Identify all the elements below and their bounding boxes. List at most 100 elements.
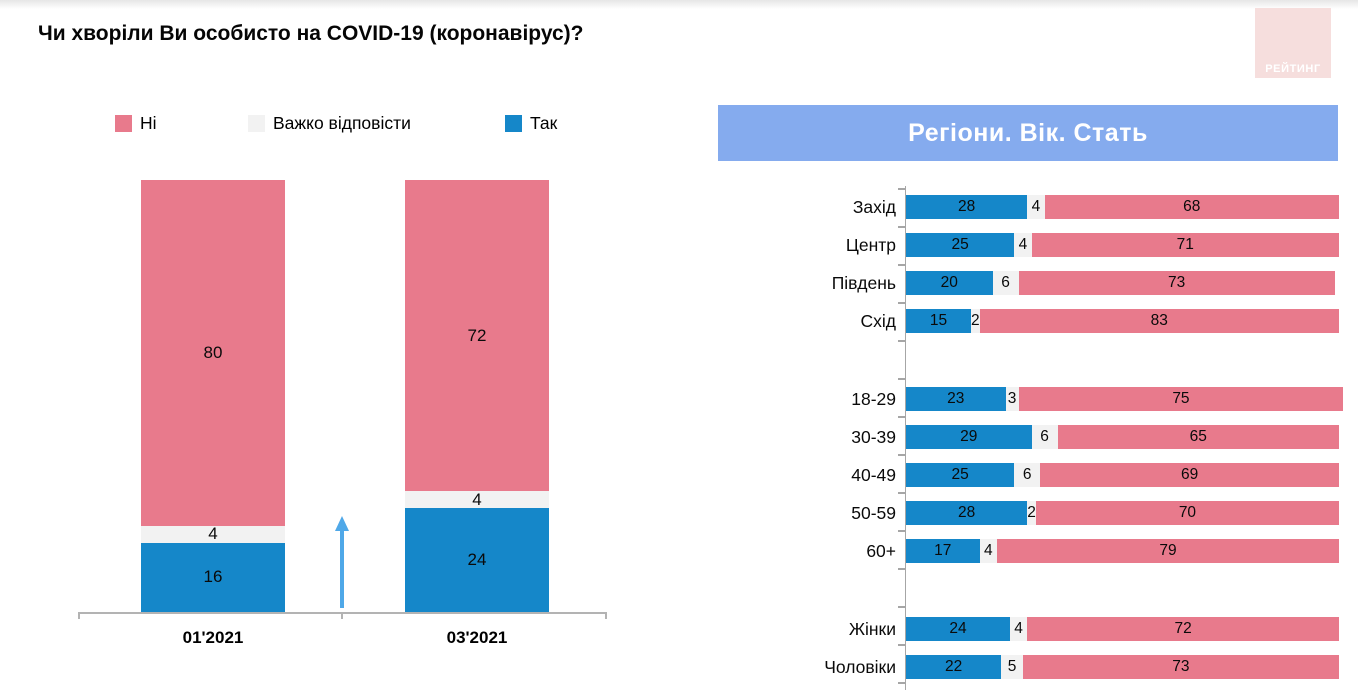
legend-item-no: Ні <box>115 112 157 134</box>
category-axis-tick <box>898 340 905 342</box>
right-chart-title: Регіони. Вік. Стать <box>908 118 1148 147</box>
segment-value-label: 17 <box>934 542 952 559</box>
segment-value-label: 28 <box>957 504 976 521</box>
bar-segment-dk: 5 <box>1001 655 1023 679</box>
segment-value-label: 5 <box>1007 658 1017 675</box>
row-label: Південь <box>831 273 896 293</box>
logo-text: РЕЙТИНГ <box>1265 63 1321 75</box>
category-axis-tick <box>898 302 905 304</box>
legend-label-dk: Важко відповісти <box>273 112 411 133</box>
bar-segment-no: 68 <box>1044 195 1339 219</box>
bar-segment-dk: 4 <box>979 539 997 563</box>
row-label: Захід <box>852 197 896 217</box>
column-segment-dk: 4 <box>141 524 285 544</box>
segment-value-label: 4 <box>1018 236 1028 253</box>
bar-segment-no: 73 <box>1018 271 1335 295</box>
bar-row-30-39: 30-39 29 6 65 <box>851 425 1339 449</box>
bar-segment-no: 69 <box>1040 463 1339 487</box>
segment-value-label: 4 <box>472 489 482 509</box>
x-axis-category-label: 01'2021 <box>182 628 244 647</box>
bar-segment-yes: 22 <box>906 655 1002 679</box>
segment-value-label: 3 <box>1007 390 1017 407</box>
page-title: Чи хворіли Ви особисто на COVID-19 (коро… <box>38 22 584 45</box>
bar-segment-dk: 6 <box>1014 463 1041 487</box>
category-axis-tick <box>898 682 905 684</box>
segment-value-label: 70 <box>1178 504 1197 521</box>
x-axis-category-label: 03'2021 <box>446 628 508 647</box>
row-label: Центр <box>845 235 896 255</box>
segment-value-label: 73 <box>1167 274 1186 291</box>
bar-row-Центр: Центр 25 4 71 <box>846 233 1339 257</box>
bar-row-Схід: Схід 15 2 83 <box>861 309 1339 333</box>
bar-row-Південь: Південь 20 6 73 <box>832 271 1335 295</box>
segment-value-label: 69 <box>1180 466 1199 483</box>
horizontal-stacked-chart: Захід 28 4 68 Центр 25 4 71 Південь 20 6 73 Схід 15 2 8… <box>824 186 1344 690</box>
row-label: 30-39 <box>851 427 896 447</box>
category-axis-tick <box>898 606 905 608</box>
segment-value-label: 6 <box>1022 466 1032 483</box>
legend-swatch-dk <box>248 114 265 132</box>
bar-segment-yes: 25 <box>906 463 1015 487</box>
legend-swatch-no <box>115 114 132 132</box>
bar-segment-no: 79 <box>996 539 1339 563</box>
segment-value-label: 15 <box>929 312 948 329</box>
bar-segment-dk: 3 <box>1005 387 1019 411</box>
bar-segment-dk: 2 <box>970 309 980 333</box>
legend-swatch-yes <box>505 114 522 132</box>
category-axis-tick <box>898 226 905 228</box>
bar-segment-no: 83 <box>979 309 1339 333</box>
bar-segment-no: 73 <box>1022 655 1339 679</box>
bar-segment-yes: 28 <box>906 501 1028 525</box>
segment-value-label: 75 <box>1172 390 1190 407</box>
segment-value-label: 29 <box>960 428 978 445</box>
segment-value-label: 25 <box>951 466 969 483</box>
legend-label-no: Ні <box>140 112 157 133</box>
bar-segment-dk: 6 <box>1031 425 1058 449</box>
segment-value-label: 6 <box>1001 274 1010 291</box>
top-shadow-divider <box>0 0 1358 9</box>
segment-value-label: 23 <box>947 390 965 407</box>
segment-value-label: 71 <box>1176 236 1194 253</box>
segment-value-label: 24 <box>467 550 487 570</box>
segment-value-label: 4 <box>1031 198 1041 215</box>
category-axis-tick <box>898 454 905 456</box>
legend-label-yes: Так <box>530 112 558 133</box>
bar-segment-no: 70 <box>1035 501 1339 525</box>
x-axis-tick <box>341 612 343 619</box>
bar-segment-dk: 2 <box>1027 501 1036 525</box>
segment-value-label: 25 <box>951 236 969 253</box>
segment-value-label: 83 <box>1150 312 1168 329</box>
column-segment-no: 72 <box>405 180 549 492</box>
bar-row-60+: 60+ 17 4 79 <box>866 539 1339 563</box>
segment-value-label: 65 <box>1189 428 1207 445</box>
bar-segment-yes: 29 <box>906 425 1032 449</box>
increase-arrow-head <box>335 516 349 531</box>
segment-value-label: 72 <box>467 325 487 345</box>
segment-value-label: 68 <box>1183 198 1201 215</box>
segment-value-label: 4 <box>208 524 218 544</box>
segment-value-label: 4 <box>1014 620 1023 637</box>
segment-value-label: 2 <box>970 312 980 329</box>
x-axis-tick <box>78 612 80 619</box>
column-segment-yes: 24 <box>405 508 549 612</box>
stacked-column-chart: 16 4 80 01'2021 24 4 72 03'2021 <box>78 180 607 647</box>
increase-arrow <box>340 530 344 608</box>
category-axis-tick <box>898 568 905 570</box>
bar-segment-yes: 23 <box>906 387 1006 411</box>
segment-value-label: 72 <box>1174 620 1192 637</box>
segment-value-label: 79 <box>1159 542 1177 559</box>
bar-segment-yes: 17 <box>906 539 980 563</box>
row-label: Схід <box>860 311 897 331</box>
bar-segment-no: 71 <box>1031 233 1339 257</box>
legend-item-dk: Важко відповісти <box>248 112 411 134</box>
category-axis-tick <box>898 378 905 380</box>
bar-row-50-59: 50-59 28 2 70 <box>851 501 1339 525</box>
row-label: 40-49 <box>851 465 896 485</box>
segment-value-label: 24 <box>949 620 967 637</box>
row-label: 50-59 <box>851 503 896 523</box>
bar-segment-no: 72 <box>1027 617 1339 641</box>
bar-segment-dk: 4 <box>1027 195 1045 219</box>
segment-value-label: 22 <box>945 658 963 675</box>
bar-segment-dk: 4 <box>1009 617 1028 641</box>
category-axis-tick <box>898 644 905 646</box>
